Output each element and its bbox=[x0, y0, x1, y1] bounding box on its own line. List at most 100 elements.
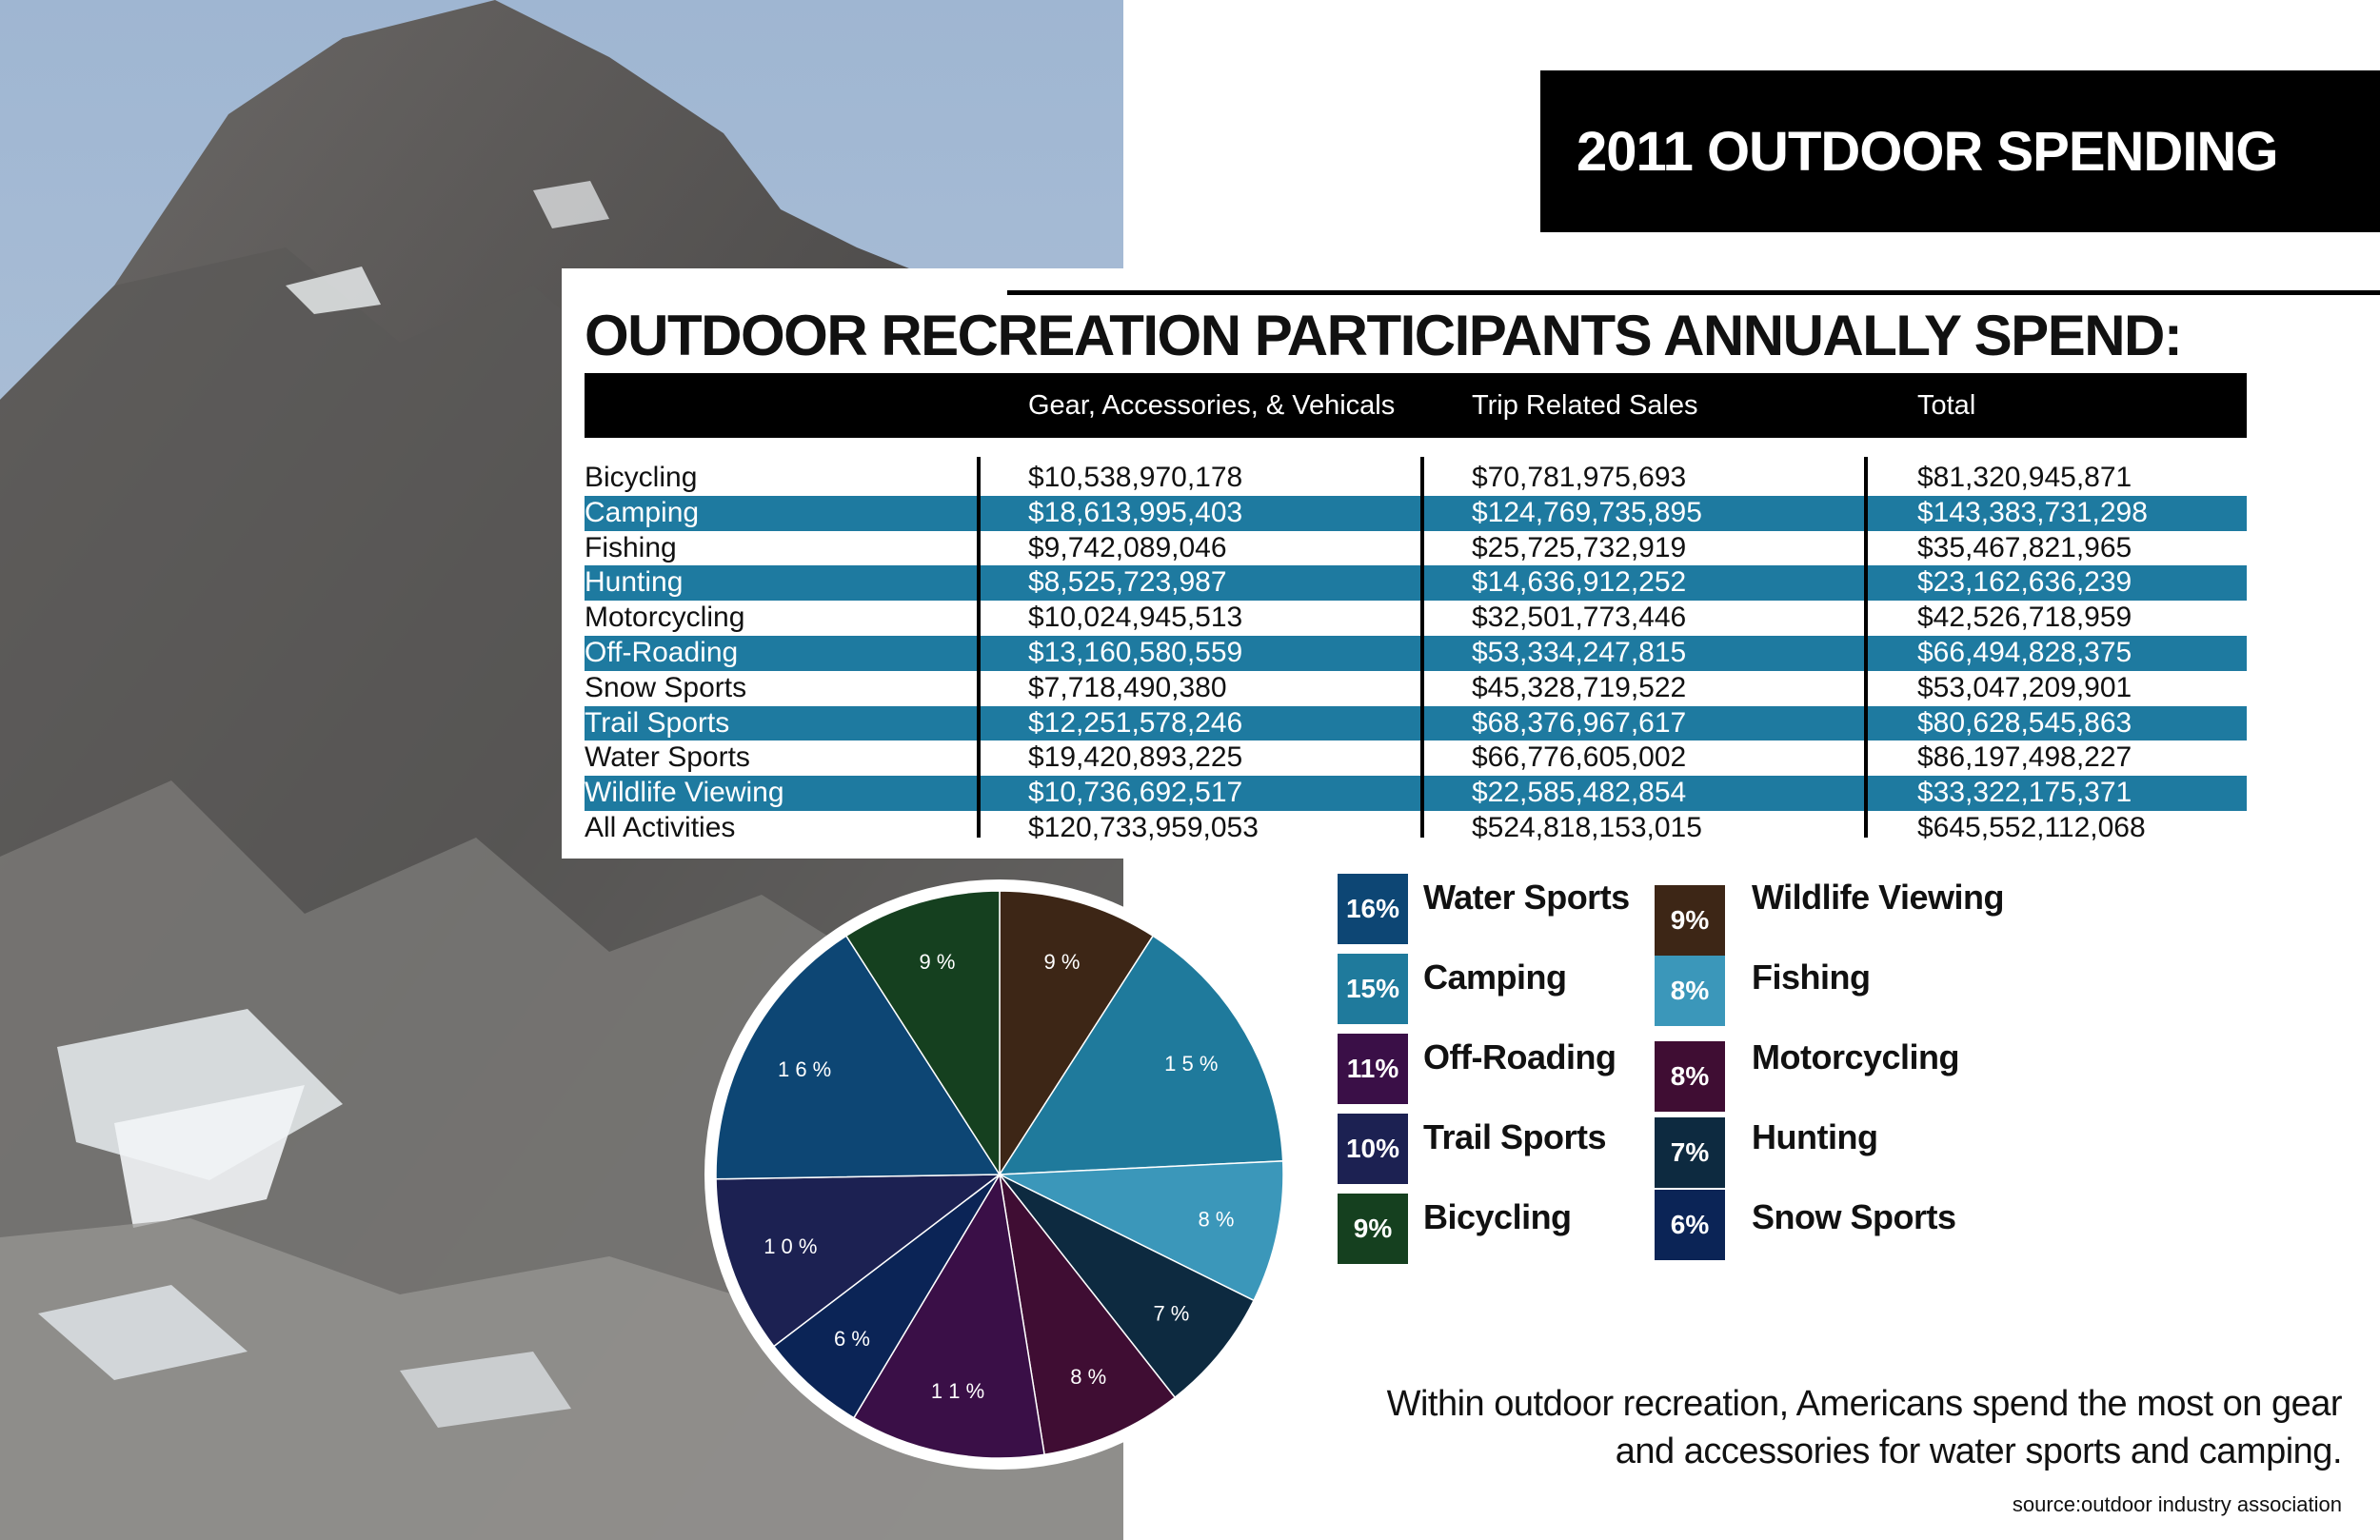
header-gear: Gear, Accessories, & Vehicals bbox=[1028, 390, 1396, 421]
pie-slice-hunting bbox=[999, 1174, 1256, 1399]
column-divider bbox=[1420, 457, 1424, 838]
row-gear-cell: $10,538,970,178 bbox=[1028, 462, 1243, 493]
row-activity-cell: Bicycling bbox=[585, 462, 698, 493]
legend-label: Hunting bbox=[1752, 1117, 1878, 1156]
table-row: Motorcycling $10,024,945,513 $32,501,773,4… bbox=[585, 601, 2247, 636]
spending-table: Gear, Accessories, & Vehicals Trip Relat… bbox=[585, 373, 2247, 843]
legend-swatch: 9% bbox=[1338, 1194, 1408, 1264]
row-trip-cell: $22,585,482,854 bbox=[1472, 777, 1687, 809]
row-trip-cell: $32,501,773,446 bbox=[1472, 602, 1687, 634]
table-header: Gear, Accessories, & Vehicals Trip Relat… bbox=[585, 373, 2247, 438]
row-total-cell: $33,322,175,371 bbox=[1917, 777, 2132, 809]
legend-swatch: 11% bbox=[1338, 1034, 1408, 1104]
row-gear-cell: $9,742,089,046 bbox=[1028, 531, 1227, 563]
row-activity-cell: Wildlife Viewing bbox=[585, 777, 784, 809]
row-trip-cell: $68,376,967,617 bbox=[1472, 706, 1687, 739]
row-total-cell: $645,552,112,068 bbox=[1917, 811, 2146, 843]
pie-slice-bicycling bbox=[844, 890, 1001, 1177]
pie-label: 1 6 % bbox=[778, 1057, 831, 1081]
legend-swatch: 16% bbox=[1338, 874, 1408, 944]
row-activity-cell: Motorcycling bbox=[585, 602, 745, 634]
legend-label: Trail Sports bbox=[1423, 1117, 1607, 1156]
row-activity-cell: Fishing bbox=[585, 531, 677, 563]
row-gear-cell: $19,420,893,225 bbox=[1028, 741, 1243, 774]
row-trip-cell: $25,725,732,919 bbox=[1472, 531, 1687, 563]
row-trip-cell: $524,818,153,015 bbox=[1472, 811, 1702, 843]
row-trip-cell: $66,776,605,002 bbox=[1472, 741, 1687, 774]
table-row: Camping $18,613,995,403 $124,769,735,895 $1… bbox=[585, 495, 2247, 531]
row-gear-cell: $18,613,995,403 bbox=[1028, 496, 1243, 528]
legend-label: Snow Sports bbox=[1752, 1197, 1956, 1236]
row-gear-cell: $7,718,490,380 bbox=[1028, 671, 1227, 703]
row-trip-cell: $70,781,975,693 bbox=[1472, 462, 1687, 493]
pie-chart-svg: 9 % 1 5 % 8 % 7 % 8 % 1 1 % 6 % 1 0 % 1 6 % 9 % bbox=[704, 879, 1295, 1470]
legend-label: Off-Roading bbox=[1423, 1037, 1616, 1076]
row-total-cell: $80,628,545,863 bbox=[1917, 706, 2132, 739]
table-body: Bicycling $10,538,970,178 $70,781,975,693 $… bbox=[585, 461, 2247, 846]
pie-slice-trail-sports bbox=[715, 1174, 1002, 1348]
column-divider bbox=[977, 457, 981, 838]
legend-swatch: 15% bbox=[1338, 954, 1408, 1024]
row-activity-cell: All Activities bbox=[585, 811, 736, 843]
row-gear-cell: $120,733,959,053 bbox=[1028, 811, 1259, 843]
legend-swatch: 7% bbox=[1655, 1117, 1725, 1188]
row-total-cell: $143,383,731,298 bbox=[1917, 496, 2148, 528]
legend-swatch: 6% bbox=[1655, 1190, 1725, 1260]
row-total-cell: $35,467,821,965 bbox=[1917, 531, 2132, 563]
title-block: 2011 OUTDOOR SPENDING bbox=[1540, 70, 2380, 232]
top-rule bbox=[1007, 290, 2380, 295]
pie-slice-camping bbox=[998, 935, 1284, 1175]
pie-slice-motorcycling bbox=[998, 1172, 1177, 1456]
row-activity-cell: Hunting bbox=[585, 566, 684, 599]
legend-label: Fishing bbox=[1752, 958, 1871, 997]
column-divider bbox=[1864, 457, 1868, 838]
legend-label: Camping bbox=[1423, 958, 1567, 997]
table-row: Wildlife Viewing $10,736,692,517 $22,585,4… bbox=[585, 776, 2247, 811]
legend-label: Motorcycling bbox=[1752, 1037, 1960, 1076]
pie-slice-water-sports bbox=[715, 935, 1002, 1180]
legend-label: Bicycling bbox=[1423, 1197, 1572, 1236]
legend-label: Water Sports bbox=[1423, 878, 1630, 917]
headline: OUTDOOR RECREATION PARTICIPANTS ANNUALLY… bbox=[585, 304, 2183, 367]
pie-chart: 9 % 1 5 % 8 % 7 % 8 % 1 1 % 6 % 1 0 % 1 6 % 9 % bbox=[666, 868, 1333, 1534]
legend-swatch: 9% bbox=[1655, 885, 1725, 956]
pie-label: 9 % bbox=[920, 950, 956, 974]
row-total-cell: $53,047,209,901 bbox=[1917, 671, 2132, 703]
pie-slice-fishing bbox=[997, 1160, 1284, 1302]
table-row: Trail Sports $12,251,578,246 $68,376,967,6… bbox=[585, 705, 2247, 741]
row-total-cell: $86,197,498,227 bbox=[1917, 741, 2132, 774]
row-total-cell: $81,320,945,871 bbox=[1917, 462, 2132, 493]
legend-swatch: 8% bbox=[1655, 956, 1725, 1026]
row-trip-cell: $45,328,719,522 bbox=[1472, 671, 1687, 703]
row-total-cell: $42,526,718,959 bbox=[1917, 602, 2132, 634]
pie-label: 8 % bbox=[1070, 1365, 1106, 1389]
pie-label: 1 1 % bbox=[931, 1379, 984, 1403]
pie-label: 1 0 % bbox=[764, 1234, 817, 1258]
pie-label: 1 5 % bbox=[1164, 1052, 1218, 1076]
note-line-2: and accessories for water sports and cam… bbox=[1615, 1431, 2343, 1471]
row-trip-cell: $124,769,735,895 bbox=[1472, 496, 1702, 528]
row-activity-cell: Off-Roading bbox=[585, 636, 739, 668]
row-activity-cell: Camping bbox=[585, 496, 700, 528]
table-row: Bicycling $10,538,970,178 $70,781,975,693 $… bbox=[585, 461, 2247, 496]
table-row: Fishing $9,742,089,046 $25,725,732,919 $35,… bbox=[585, 531, 2247, 566]
row-trip-cell: $14,636,912,252 bbox=[1472, 566, 1687, 599]
row-gear-cell: $8,525,723,987 bbox=[1028, 566, 1227, 599]
legend-label: Wildlife Viewing bbox=[1752, 878, 2005, 917]
pie-slice-wildlife-viewing bbox=[999, 890, 1155, 1177]
table-row: All Activities $120,733,959,053 $524,818,1… bbox=[585, 811, 2247, 846]
row-gear-cell: $12,251,578,246 bbox=[1028, 706, 1243, 739]
header-trip: Trip Related Sales bbox=[1472, 390, 1698, 421]
pie-label: 7 % bbox=[1153, 1302, 1189, 1326]
table-panel bbox=[562, 268, 2380, 859]
row-gear-cell: $10,024,945,513 bbox=[1028, 602, 1243, 634]
row-total-cell: $23,162,636,239 bbox=[1917, 566, 2132, 599]
table-row: Off-Roading $13,160,580,559 $53,334,247,81… bbox=[585, 635, 2247, 671]
row-activity-cell: Water Sports bbox=[585, 741, 750, 774]
legend-swatch: 8% bbox=[1655, 1041, 1725, 1112]
pie-label: 6 % bbox=[834, 1327, 870, 1351]
table-row: Hunting $8,525,723,987 $14,636,912,252 $23,… bbox=[585, 565, 2247, 602]
table-row: Water Sports $19,420,893,225 $66,776,605,0… bbox=[585, 740, 2247, 776]
source-note: source:outdoor industry association bbox=[2012, 1492, 2342, 1516]
row-activity-cell: Snow Sports bbox=[585, 671, 747, 703]
